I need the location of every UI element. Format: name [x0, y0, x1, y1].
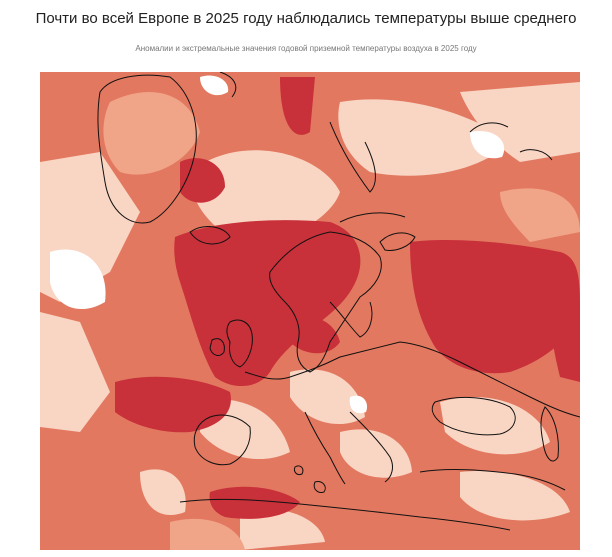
zone-turkey [460, 471, 570, 521]
kola-coast [339, 212, 406, 223]
iceland-coast [189, 226, 231, 245]
greenland-coast [97, 74, 197, 224]
zone-barents [338, 99, 510, 176]
arctic-islands [469, 122, 553, 161]
novaya-zemlya-coast [329, 121, 376, 193]
zone-central-white [349, 395, 368, 414]
continent-coast [244, 341, 580, 418]
page-title: Почти во всей Европе в 2025 году наблюда… [35, 10, 577, 27]
zone-north-africa-moderate [170, 518, 245, 550]
zone-iberia-extreme [115, 376, 231, 433]
caspian-coast [540, 406, 559, 462]
zone-greenland-extreme [180, 158, 225, 203]
north-africa-coast [179, 498, 511, 531]
scandinavia-coast [269, 231, 382, 373]
zone-ural-extreme [550, 307, 580, 382]
british-isles-coast [226, 319, 253, 368]
zone-siberia-moderate [500, 188, 580, 242]
zone-svalbard-white [200, 75, 229, 96]
zone-greenland-moderate [103, 92, 200, 175]
near-average-zones [50, 75, 505, 414]
coastlines [97, 72, 580, 531]
moderate-anomaly-zones [103, 92, 580, 550]
white-sea-coast [379, 232, 416, 251]
temperature-anomaly-map [40, 72, 580, 550]
extreme-warm-zones [115, 77, 580, 519]
zone-mediterranean [240, 508, 325, 550]
italy-coast [304, 411, 346, 485]
zone-scandinavia-extreme [174, 220, 361, 387]
baltic-coast [329, 301, 373, 338]
mediterranean-islands [294, 465, 326, 493]
svalbard-coast [219, 72, 237, 98]
turkey-coast [419, 468, 566, 491]
zone-arctic-east [460, 82, 580, 162]
zone-kara-white [470, 131, 505, 159]
zone-central-europe [290, 369, 365, 425]
zone-north-africa-extreme [209, 486, 300, 519]
zone-black-sea [440, 396, 550, 455]
zone-atlantic-west [40, 312, 110, 432]
page-subtitle: Аномалии и экстремальные значения годово… [135, 44, 477, 53]
balkans-coast [349, 411, 393, 483]
zone-atlantic-white [50, 249, 106, 310]
ireland-coast [209, 338, 225, 356]
zone-arctic-extreme [280, 77, 315, 135]
iberia-coast [193, 414, 251, 466]
zone-russia-extreme [410, 240, 580, 374]
zone-baltic-extreme [290, 315, 340, 354]
zone-balkans [340, 429, 412, 478]
zone-iberia-coast [140, 469, 186, 516]
black-sea-coast [431, 397, 516, 436]
